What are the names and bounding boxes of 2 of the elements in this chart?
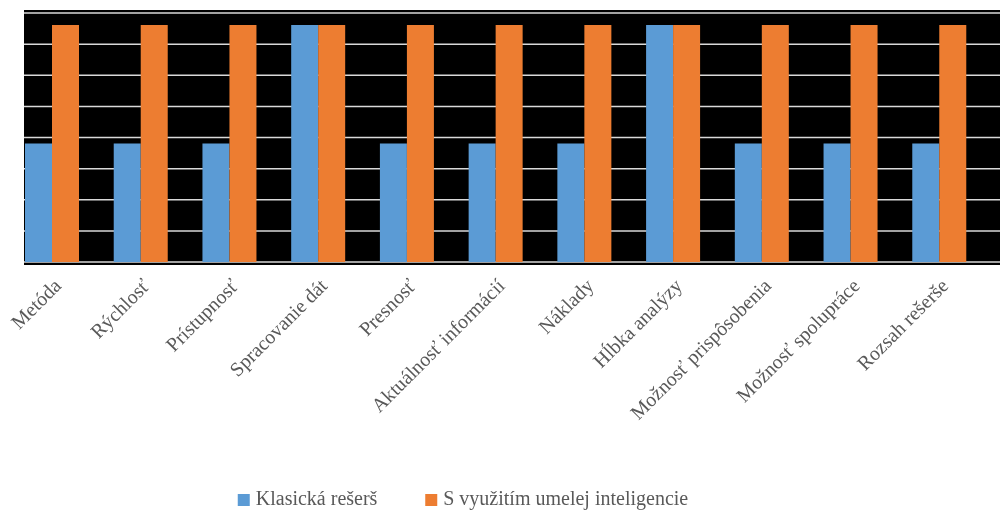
legend-label: Klasická rešerš (255, 487, 378, 509)
legend-label: S využitím umelej inteligencie (443, 487, 689, 510)
